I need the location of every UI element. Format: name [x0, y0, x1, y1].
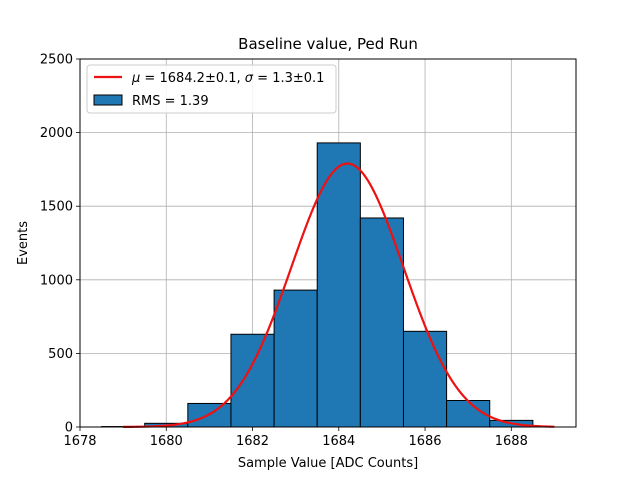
legend-fit-label: μ = 1684.2±0.1, σ = 1.3±0.1: [131, 71, 324, 86]
y-axis-label: Events: [16, 221, 31, 265]
histogram-bar: [359, 217, 404, 428]
plot-frame: [79, 58, 577, 428]
x-tick-label: 1678: [63, 434, 96, 449]
histogram-bar: [230, 333, 275, 428]
chart-title: Baseline value, Ped Run: [238, 35, 418, 53]
legend-box: [86, 64, 337, 114]
y-tick-label: 2500: [40, 53, 73, 68]
histogram-bars: [101, 142, 534, 428]
y-tick-label: 0: [65, 421, 73, 436]
x-axis-label: Sample Value [ADC Counts]: [238, 456, 418, 471]
legend: μ = 1684.2±0.1, σ = 1.3±0.1 RMS = 1.39: [86, 64, 337, 114]
y-axis-ticks: 0 500 1000 1500 2000 2500: [40, 53, 80, 436]
y-tick-label: 2000: [40, 126, 73, 141]
histogram-bar: [273, 289, 318, 428]
x-tick-label: 1680: [150, 434, 183, 449]
y-tick-label: 1500: [40, 200, 73, 215]
y-tick-label: 500: [48, 347, 73, 362]
x-tick-label: 1682: [236, 434, 269, 449]
x-axis-ticks: 1678 1680 1682 1684 1686 1688: [63, 427, 528, 449]
y-tick-label: 1000: [40, 273, 73, 288]
x-tick-label: 1686: [408, 434, 441, 449]
legend-hist-swatch: [93, 94, 123, 106]
x-tick-label: 1684: [322, 434, 355, 449]
legend-hist-label: RMS = 1.39: [132, 94, 209, 109]
gaussian-fit-curve: [123, 162, 555, 429]
x-tick-label: 1688: [495, 434, 528, 449]
histogram-bar: [402, 330, 448, 428]
